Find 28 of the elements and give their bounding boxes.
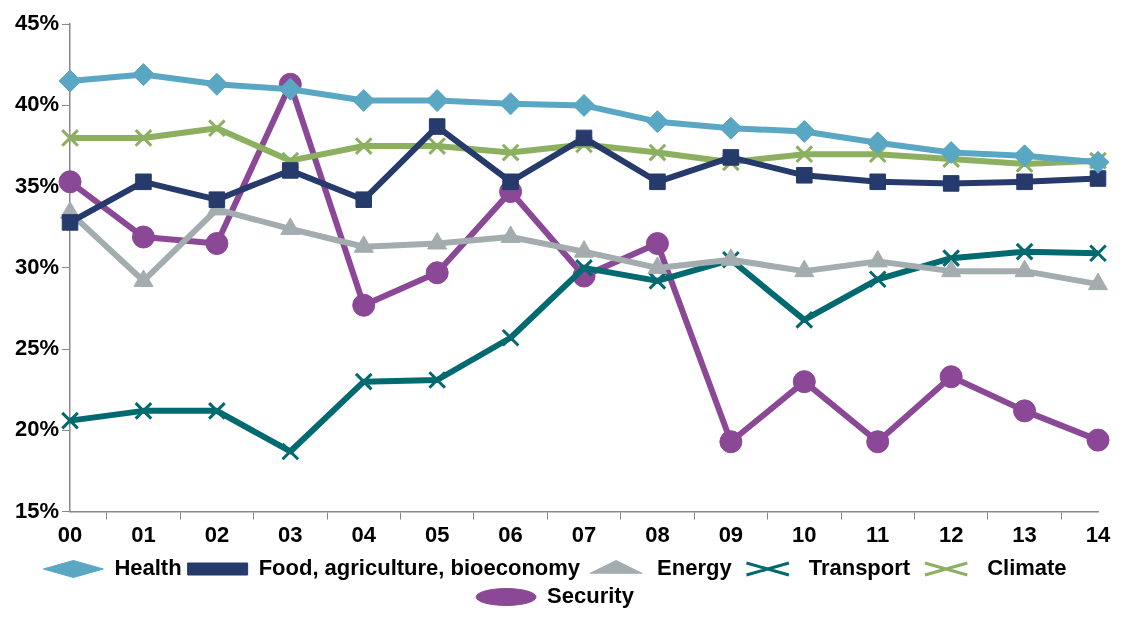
x-tick-label: 14: [1085, 521, 1111, 547]
x-tick-label: 12: [938, 521, 964, 547]
x-tick-label: 00: [57, 521, 83, 547]
x-tick-label: 10: [792, 521, 817, 547]
y-tick-label: 25%: [14, 335, 60, 361]
x-tick-label: 07: [571, 521, 597, 547]
y-tick-label: 15%: [14, 497, 60, 523]
legend-label: Climate: [987, 555, 1067, 581]
y-tick-label: 40%: [14, 91, 60, 117]
legend-label: Transport: [808, 555, 911, 581]
legend-label: Food, agriculture, bioeconomy: [258, 555, 581, 581]
x-tick-label: 04: [351, 521, 377, 547]
y-tick-label: 30%: [14, 253, 60, 279]
y-tick-label: 45%: [14, 10, 60, 36]
y-tick-label: 35%: [14, 172, 60, 198]
x-tick-label: 13: [1012, 521, 1037, 547]
x-tick-label: 05: [424, 521, 450, 547]
x-tick-label: 09: [718, 521, 744, 547]
legend-label: Health: [114, 555, 182, 581]
x-tick-label: 03: [278, 521, 303, 547]
x-tick-label: 06: [498, 521, 523, 547]
legend-label: Energy: [657, 555, 733, 581]
x-tick-label: 02: [204, 521, 230, 547]
y-tick-label: 20%: [14, 416, 60, 442]
x-tick-label: 11: [866, 521, 890, 547]
legend-label: Security: [547, 583, 635, 609]
x-tick-label: 08: [645, 521, 670, 547]
x-tick-label: 01: [131, 521, 156, 547]
